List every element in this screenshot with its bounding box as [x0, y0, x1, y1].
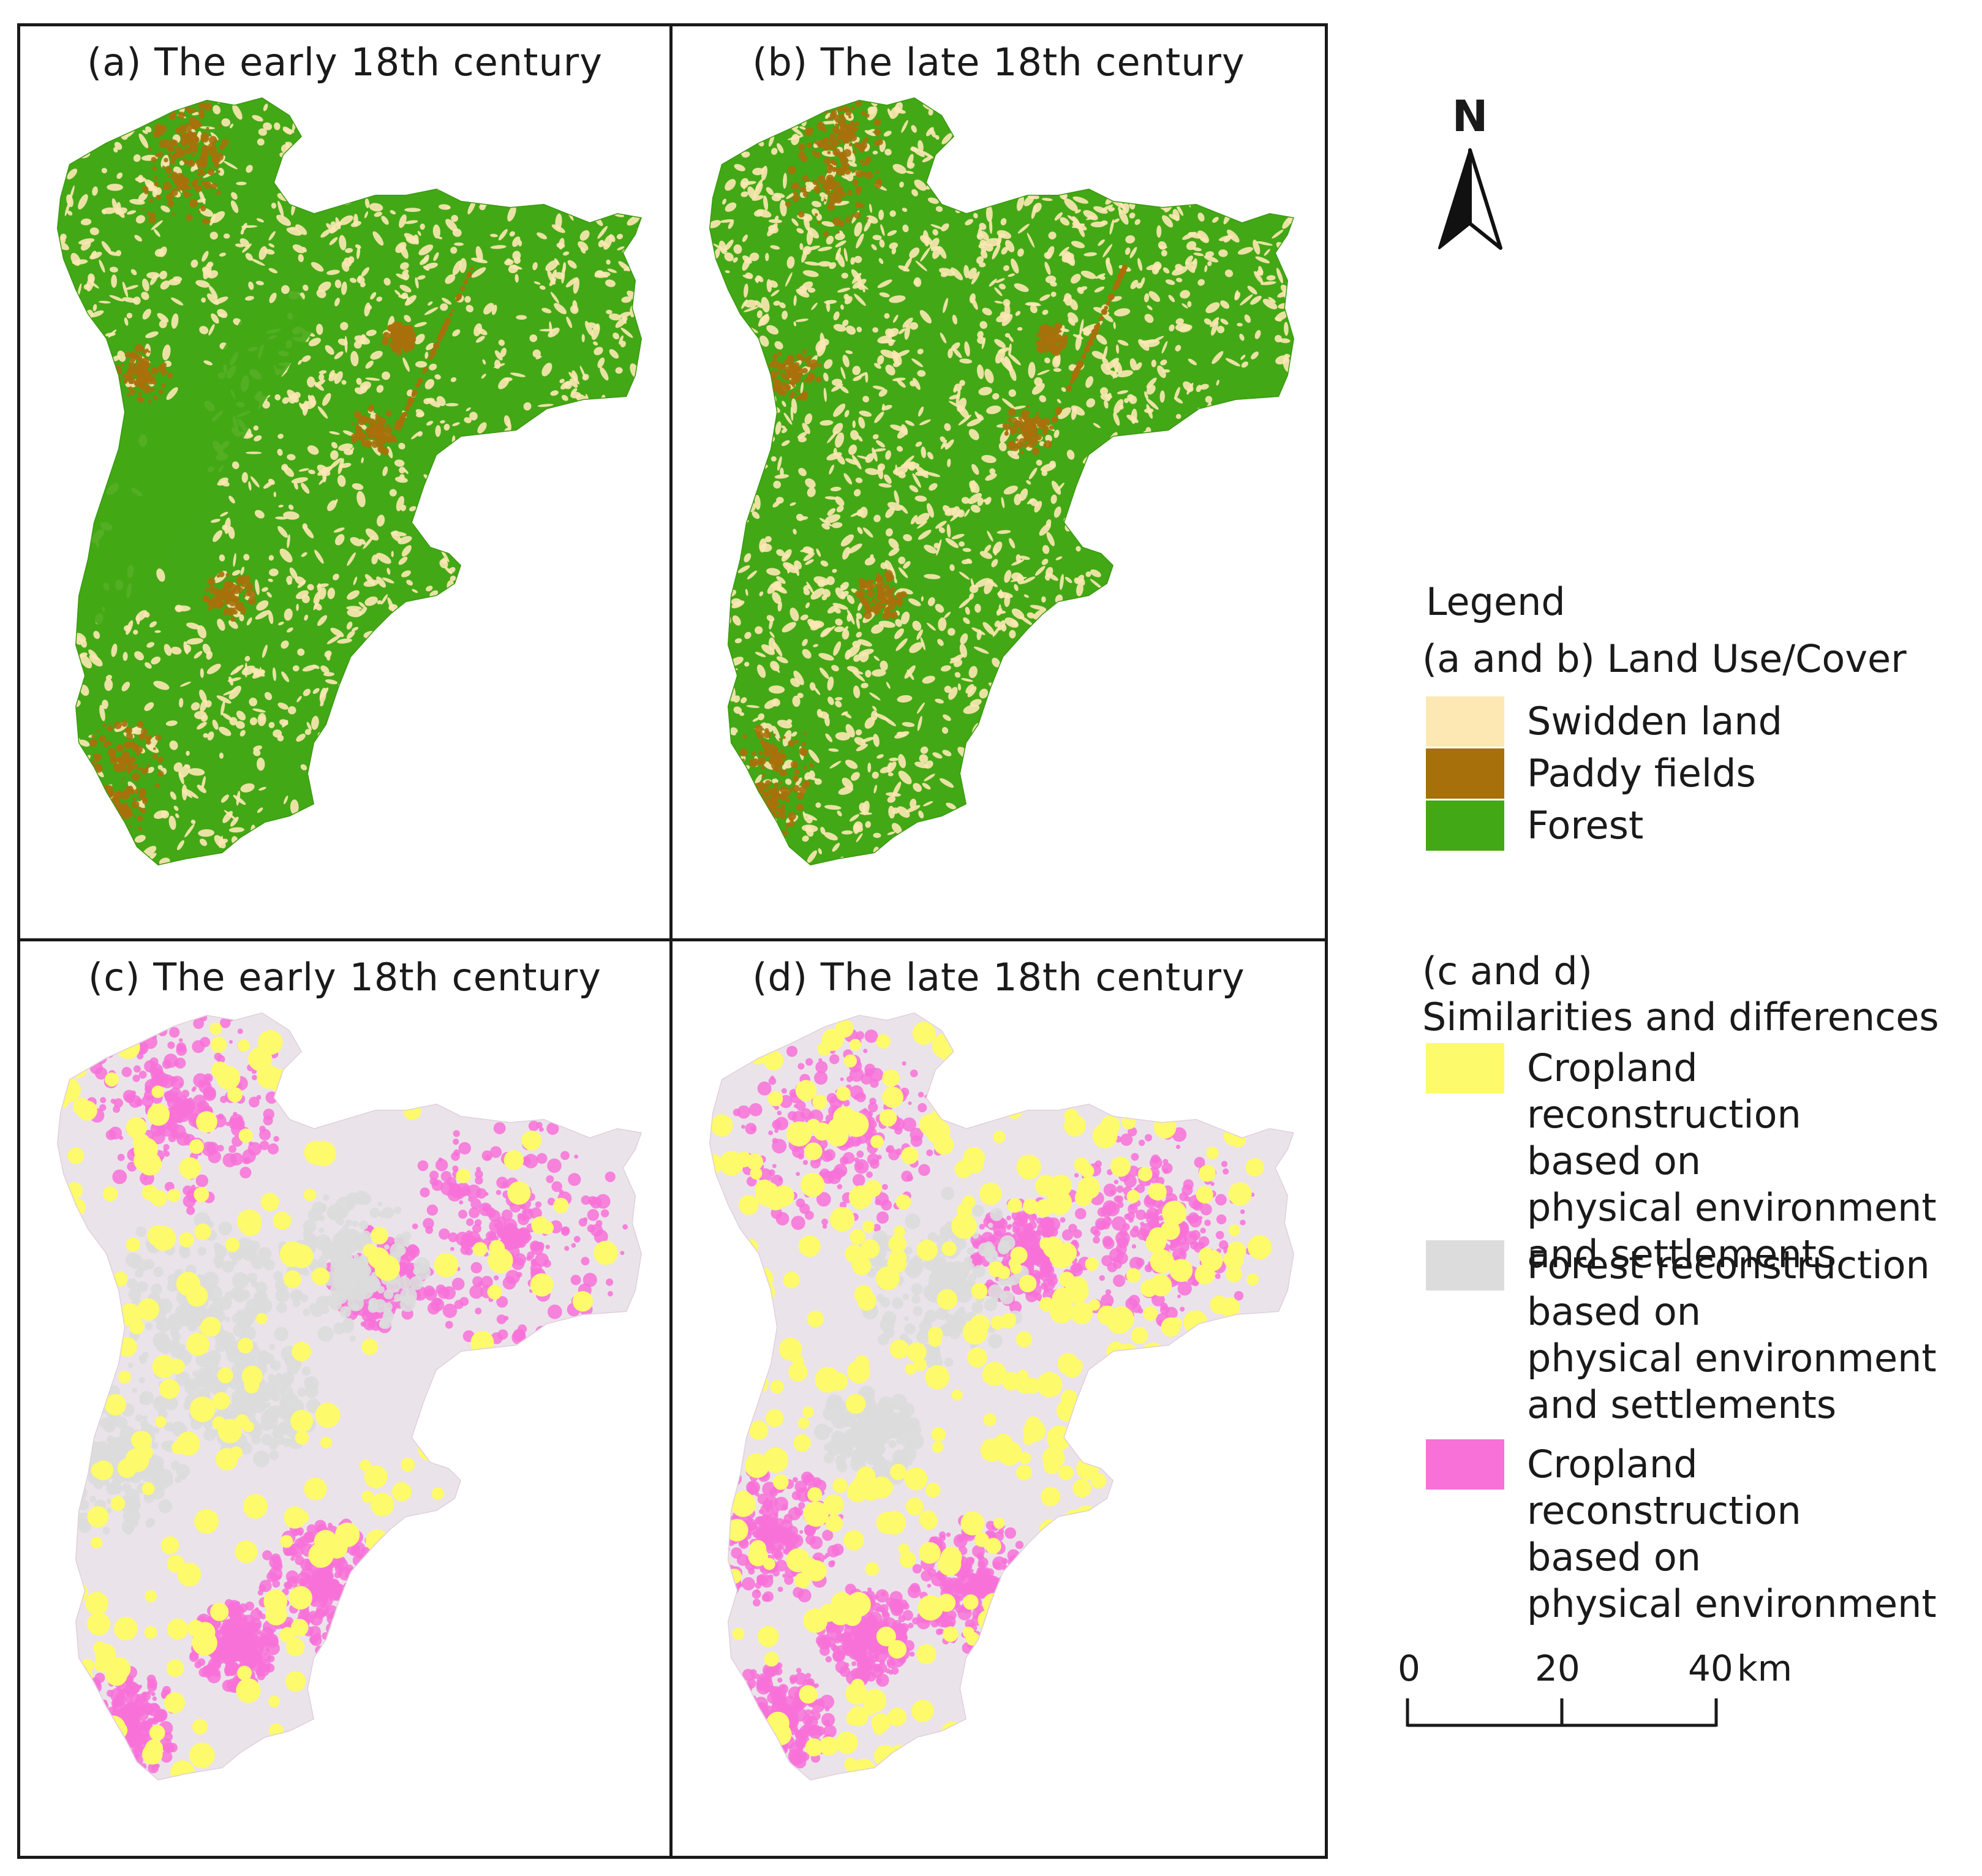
panel-b: (b) The late 18th century: [673, 26, 1325, 938]
legend-line: and settlements: [1527, 1232, 1837, 1276]
scale-tick-0: 0: [1398, 1648, 1420, 1689]
swatch-forest: [1426, 801, 1504, 851]
north-arrow: N: [1427, 92, 1513, 257]
legend-line: Cropland reconstruction: [1527, 1442, 1801, 1533]
legend-section-cd-1: (c and d): [1422, 949, 1592, 993]
north-label: N: [1452, 91, 1488, 141]
legend-item-cropland-env: Cropland reconstruction based on physica…: [1527, 1441, 1982, 1627]
legend-line: Forest reconstruction: [1527, 1243, 1930, 1287]
swatch-cropland-env: [1426, 1439, 1504, 1490]
legend-item-cropland-env-settlements: Cropland reconstruction based on physica…: [1527, 1045, 1982, 1278]
swatch-forest-env-settlements: [1426, 1240, 1504, 1290]
legend-line: physical environment: [1527, 1581, 1937, 1626]
legend-line: based on: [1527, 1139, 1701, 1183]
map-c-similarity-early: [57, 1012, 642, 1780]
legend-line: physical environment: [1527, 1336, 1937, 1381]
panel-d: (d) The late 18th century: [673, 941, 1325, 1856]
swatch-swidden-land: [1426, 696, 1504, 747]
scale-tick-20: 20: [1535, 1648, 1580, 1689]
legend-item-paddy-fields: Paddy fields: [1527, 751, 1756, 796]
legend-item-forest: Forest: [1527, 803, 1644, 848]
legend-line: and settlements: [1527, 1382, 1837, 1427]
panel-c-title: (c) The early 18th century: [88, 955, 601, 1000]
legend-item-swidden-land: Swidden land: [1527, 699, 1783, 744]
legend-line: physical environment: [1527, 1185, 1937, 1230]
north-arrow-icon: [1438, 148, 1502, 250]
swatch-paddy-fields: [1426, 748, 1504, 799]
legend-line: based on: [1527, 1535, 1701, 1580]
scale-bar: 0 20 40 km: [1390, 1648, 1792, 1733]
legend-item-forest-env-settlements: Forest reconstruction based on physical …: [1527, 1242, 1937, 1428]
panel-a: (a) The early 18th century: [20, 26, 669, 938]
panel-a-title: (a) The early 18th century: [87, 40, 603, 85]
legend-line: Cropland reconstruction: [1527, 1045, 1801, 1137]
legend-title: Legend: [1426, 579, 1566, 624]
scale-unit: km: [1737, 1648, 1793, 1689]
map-b-lulc-late: [709, 97, 1294, 865]
legend-line: based on: [1527, 1289, 1701, 1334]
map-a-lulc-early: [57, 97, 642, 865]
map-d-similarity-late: [709, 1012, 1294, 1780]
scale-bar-line: [1406, 1698, 1718, 1727]
panel-d-title: (d) The late 18th century: [752, 955, 1245, 1000]
horizontal-divider: [17, 938, 1328, 941]
panel-c: (c) The early 18th century: [20, 941, 669, 1856]
swatch-cropland-env-settlements: [1426, 1043, 1504, 1093]
panel-b-title: (b) The late 18th century: [752, 40, 1245, 85]
scale-tick-40: 40: [1688, 1648, 1733, 1689]
legend-section-ab: (a and b) Land Use/Cover: [1422, 636, 1907, 681]
legend-section-cd-2: Similarities and differences: [1422, 995, 1939, 1039]
